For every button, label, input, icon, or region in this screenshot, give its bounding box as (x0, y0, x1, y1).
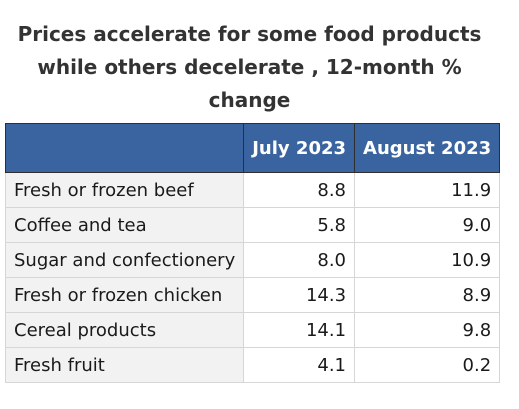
row-label: Fresh or frozen beef (4, 172, 245, 208)
value-july: 14.1 (243, 312, 356, 348)
row-label: Cereal products (4, 312, 245, 348)
chart-title-line-2: while others decelerate , 12-month % (37, 55, 462, 79)
value-august: 10.9 (354, 242, 501, 278)
header-august-2023: August 2023 (354, 123, 501, 173)
value-august: 9.8 (354, 312, 501, 348)
table-row: Fresh fruit 4.1 0.2 (4, 347, 501, 383)
table-row: Sugar and confectionery 8.0 10.9 (4, 242, 501, 278)
chart-title-line-3: change (208, 88, 291, 112)
table-header-row: July 2023 August 2023 (4, 123, 501, 173)
header-corner-cell (4, 123, 245, 173)
table-row: Cereal products 14.1 9.8 (4, 312, 501, 348)
row-label: Fresh or frozen chicken (4, 277, 245, 313)
value-july: 8.0 (243, 242, 356, 278)
value-august: 11.9 (354, 172, 501, 208)
table-row: Fresh or frozen chicken 14.3 8.9 (4, 277, 501, 313)
table-row: Coffee and tea 5.8 9.0 (4, 207, 501, 243)
value-august: 8.9 (354, 277, 501, 313)
value-july: 8.8 (243, 172, 356, 208)
value-july: 4.1 (243, 347, 356, 383)
value-august: 9.0 (354, 207, 501, 243)
value-july: 14.3 (243, 277, 356, 313)
row-label: Coffee and tea (4, 207, 245, 243)
value-august: 0.2 (354, 347, 501, 383)
row-label: Sugar and confectionery (4, 242, 245, 278)
row-label: Fresh fruit (4, 347, 245, 383)
value-july: 5.8 (243, 207, 356, 243)
header-july-2023: July 2023 (243, 123, 356, 173)
chart-title: Prices accelerate for some food products… (0, 18, 499, 117)
table-row: Fresh or frozen beef 8.8 11.9 (4, 172, 501, 208)
chart-title-line-1: Prices accelerate for some food products (17, 22, 482, 46)
data-table: July 2023 August 2023 Fresh or frozen be… (4, 123, 501, 383)
